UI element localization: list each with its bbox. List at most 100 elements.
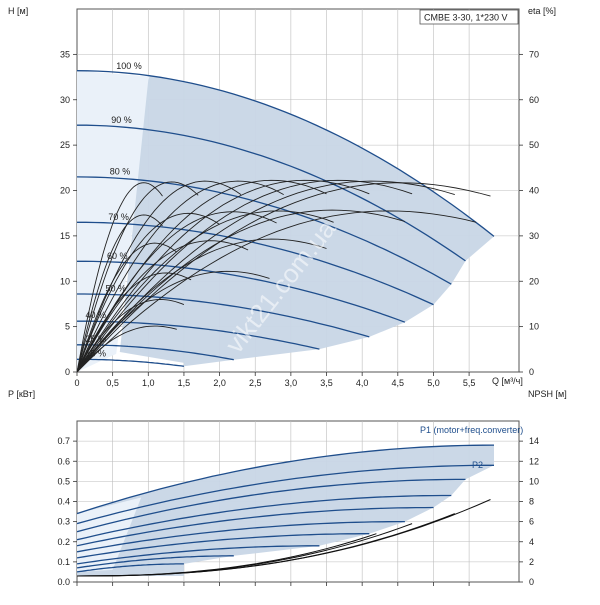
y-tick-label: 15 — [60, 231, 70, 241]
efficiency-curve — [77, 180, 242, 372]
flow-axis-label: Q [м³/ч] — [492, 376, 523, 386]
npsh-curves — [77, 499, 491, 577]
x-tick-label: 0,5 — [106, 378, 119, 388]
power-curve — [77, 545, 320, 565]
efficiency-curve — [77, 299, 185, 372]
efficiency-curve — [77, 210, 334, 372]
x-tick-label: 5,5 — [463, 378, 476, 388]
y-tick-label: 0.4 — [57, 497, 70, 507]
y2-tick-label: 50 — [529, 140, 539, 150]
efficiency-curve — [77, 270, 270, 372]
efficiency-curve — [77, 325, 177, 372]
power-curve — [77, 533, 370, 559]
efficiency-curve — [77, 238, 327, 372]
speed-label: 80 % — [110, 167, 131, 177]
y-tick-label: 0 — [65, 367, 70, 377]
npsh-axis-label: NPSH [м] — [528, 389, 567, 399]
head-curve — [77, 70, 495, 237]
power-curve — [77, 464, 494, 525]
efficiency-curve — [77, 240, 249, 372]
efficiency-curve — [77, 242, 178, 372]
speed-percent-labels: 100 % 90 % 80 % 70 % 60 % 50 % 40 % 25 % 15 % — [86, 61, 142, 358]
x-tick-label: 4,0 — [356, 378, 369, 388]
y2-tick-label: 60 — [529, 95, 539, 105]
efficiency-curve — [77, 179, 327, 372]
power-curves — [77, 444, 495, 573]
x-tick-label: 0 — [74, 378, 79, 388]
speed-label: 90 % — [111, 115, 132, 125]
head-curve — [77, 124, 466, 262]
x-tick-label: 3,0 — [285, 378, 298, 388]
y2-tick-label: 14 — [529, 436, 539, 446]
y-tick-label: 0.0 — [57, 577, 70, 587]
head-curve — [77, 358, 184, 367]
y-tick-label: 0.6 — [57, 456, 70, 466]
head-axis-label: H [м] — [8, 6, 28, 16]
y2-tick-label: 0 — [529, 367, 534, 377]
operating-range-region — [119, 75, 495, 367]
y2-tick-label: 2 — [529, 557, 534, 567]
y-tick-label: 5 — [65, 322, 70, 332]
y2-tick-label: 10 — [529, 322, 539, 332]
y-tick-label: 0.3 — [57, 517, 70, 527]
y2-tick-label: 4 — [529, 537, 534, 547]
x-tick-label: 2,5 — [249, 378, 262, 388]
power-curve — [77, 478, 466, 533]
efficiency-curve — [77, 179, 413, 372]
head-axis-ticks: 0 0,5 1,0 1,5 2,0 2,5 3,0 3,5 4,0 4,5 5,0 5,5 0 5 10 15… — [60, 49, 539, 388]
y-tick-label: 0.7 — [57, 436, 70, 446]
head-curve — [77, 260, 406, 323]
power-curve — [77, 563, 184, 573]
efficiency-curve — [77, 212, 220, 372]
x-tick-label: 3,5 — [320, 378, 333, 388]
y2-tick-label: 6 — [529, 517, 534, 527]
efficiency-curve — [77, 180, 284, 372]
power-chart: 0.0 0.1 0.2 0.3 0.4 0.5 0.6 0.7 0 2 4 6 8 10 12 14 P [к… — [8, 389, 567, 587]
y-tick-label: 20 — [60, 186, 70, 196]
title-box — [419, 9, 519, 25]
efficiency-curve — [77, 181, 199, 372]
y2-tick-label: 70 — [529, 49, 539, 59]
y2-tick-label: 30 — [529, 231, 539, 241]
x-tick-label: 1,0 — [142, 378, 155, 388]
x-tick-label: 1,5 — [178, 378, 191, 388]
y2-tick-label: 0 — [529, 577, 534, 587]
power-axis-label: P [кВт] — [8, 389, 35, 399]
x-tick-label: 2,0 — [213, 378, 226, 388]
power-curve — [77, 494, 452, 541]
speed-label: 70 % — [108, 212, 129, 222]
power-axis-ticks: 0.0 0.1 0.2 0.3 0.4 0.5 0.6 0.7 0 2 4 6 8 10 12 14 — [57, 436, 539, 587]
y-tick-label: 0.5 — [57, 476, 70, 486]
speed-label: 15 % — [86, 348, 107, 358]
efficiency-curve — [77, 182, 163, 372]
eta-axis-label: eta [%] — [528, 6, 556, 16]
y2-tick-label: 20 — [529, 276, 539, 286]
y-tick-label: 0.2 — [57, 537, 70, 547]
power-curve — [77, 506, 434, 547]
speed-label: 100 % — [116, 61, 142, 71]
npsh-curve — [77, 533, 377, 577]
head-curve — [77, 344, 234, 361]
head-chart: 0 0,5 1,0 1,5 2,0 2,5 3,0 3,5 4,0 4,5 5,0 5,5 0 5 10 15… — [8, 6, 556, 388]
y-tick-label: 0.1 — [57, 557, 70, 567]
head-curve — [77, 221, 434, 306]
y2-tick-label: 40 — [529, 186, 539, 196]
x-tick-label: 5,0 — [427, 378, 440, 388]
y-tick-label: 35 — [60, 49, 70, 59]
speed-label: 25 % — [86, 334, 107, 344]
y-tick-label: 30 — [60, 95, 70, 105]
power-curve — [77, 520, 405, 553]
speed-label: 50 % — [106, 283, 127, 293]
efficiency-curve — [77, 272, 192, 372]
speed-label: 40 % — [86, 310, 107, 320]
speed-label: 60 % — [107, 251, 128, 261]
p1-series-label: P1 (motor+freq.converter) — [420, 425, 523, 435]
head-curve — [77, 320, 320, 350]
y-tick-label: 25 — [60, 140, 70, 150]
power-curve — [77, 444, 495, 515]
efficiency-curve — [77, 209, 406, 372]
efficiency-curve — [77, 214, 163, 372]
chart-title: CMBE 3-30, 1*230 V — [424, 13, 508, 23]
